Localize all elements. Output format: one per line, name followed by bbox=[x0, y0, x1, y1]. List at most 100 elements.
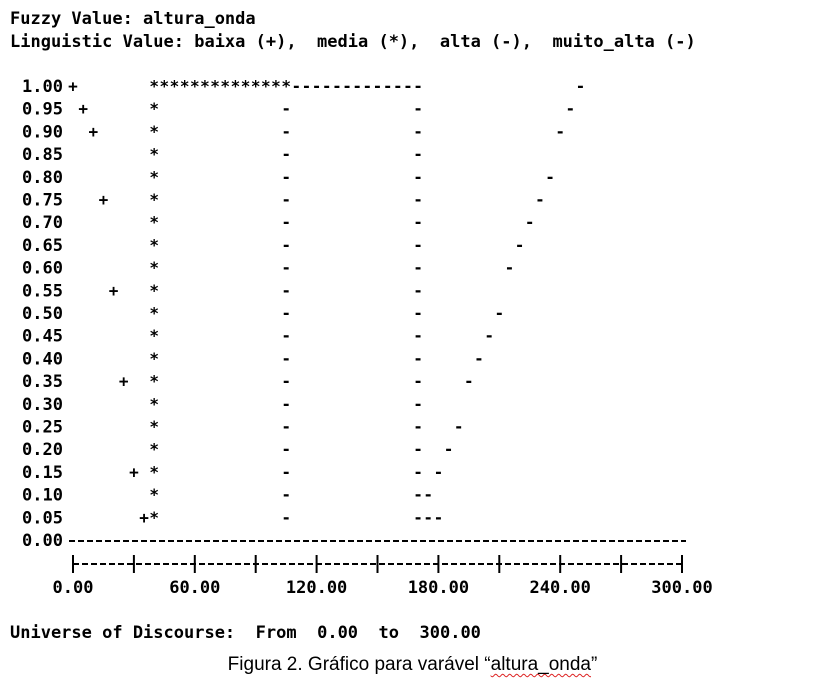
data-point-alta: - bbox=[413, 485, 423, 504]
data-point-alta: - bbox=[281, 372, 291, 391]
x-tick-label: 120.00 bbox=[286, 578, 347, 598]
data-point-alta: - bbox=[393, 77, 403, 96]
universe-from-label: From bbox=[256, 623, 297, 643]
data-point-alta: - bbox=[413, 304, 423, 323]
data-point-baixa: + bbox=[68, 77, 78, 96]
data-point-alta: - bbox=[281, 304, 291, 323]
data-point-media: * bbox=[149, 213, 159, 232]
y-tick-label: 0.10 bbox=[22, 486, 63, 506]
data-point-alta: - bbox=[413, 145, 423, 164]
data-point-baixa: + bbox=[99, 190, 109, 209]
data-point-media: * bbox=[149, 326, 159, 345]
y-tick-label: 0.75 bbox=[22, 191, 63, 211]
data-point-alta: - bbox=[413, 462, 423, 481]
data-point-baixa: + bbox=[139, 508, 149, 527]
y-tick-label: 0.35 bbox=[22, 372, 63, 392]
data-point-media: * bbox=[241, 77, 251, 96]
data-point-media: * bbox=[220, 77, 230, 96]
data-point-media: * bbox=[210, 77, 220, 96]
data-point-alta: - bbox=[413, 167, 423, 186]
data-point-alta: - bbox=[383, 77, 393, 96]
data-point-baixa: + bbox=[78, 99, 88, 118]
data-point-media: * bbox=[149, 190, 159, 209]
data-point-muito-alta: - bbox=[454, 417, 464, 436]
y-tick-label: 0.60 bbox=[22, 259, 63, 279]
universe-to-label: to bbox=[379, 623, 399, 643]
data-point-muito-alta: - bbox=[423, 485, 433, 504]
data-point-alta: - bbox=[403, 77, 413, 96]
data-point-media: * bbox=[149, 440, 159, 459]
data-point-media: * bbox=[149, 304, 159, 323]
data-point-alta: - bbox=[352, 77, 362, 96]
data-point-alta: - bbox=[413, 77, 423, 96]
data-point-alta: - bbox=[373, 77, 383, 96]
y-tick-label: 0.95 bbox=[22, 100, 63, 120]
data-point-baixa: + bbox=[119, 372, 129, 391]
data-point-muito-alta: - bbox=[434, 508, 444, 527]
data-point-alta: - bbox=[281, 190, 291, 209]
data-point-alta: - bbox=[281, 122, 291, 141]
data-point-muito-alta: - bbox=[566, 99, 576, 118]
y-tick-label: 0.25 bbox=[22, 418, 63, 438]
data-point-alta: - bbox=[281, 349, 291, 368]
data-point-alta: - bbox=[413, 99, 423, 118]
y-tick-label: 0.70 bbox=[22, 213, 63, 233]
data-point-media: * bbox=[231, 77, 241, 96]
data-point-alta: - bbox=[413, 122, 423, 141]
caption-suffix: ” bbox=[591, 654, 597, 675]
data-point-media: * bbox=[149, 462, 159, 481]
figure-caption: Figura 2. Gráfico para varável “altura_o… bbox=[0, 654, 825, 676]
data-point-muito-alta: - bbox=[494, 304, 504, 323]
data-point-muito-alta: - bbox=[505, 258, 515, 277]
x-tick-label: 240.00 bbox=[529, 578, 590, 598]
data-point-baixa: + bbox=[129, 462, 139, 481]
universe-from-value: 0.00 bbox=[317, 623, 358, 643]
data-point-media: * bbox=[149, 77, 159, 96]
data-point-baixa: + bbox=[88, 122, 98, 141]
data-point-alta: - bbox=[281, 462, 291, 481]
caption-prefix: Figura 2. Gráfico para varável “ bbox=[228, 654, 491, 675]
data-point-media: * bbox=[149, 485, 159, 504]
y-tick-label: 0.55 bbox=[22, 281, 63, 301]
data-point-alta: - bbox=[413, 349, 423, 368]
data-point-alta: - bbox=[281, 213, 291, 232]
data-point-muito-alta: - bbox=[464, 372, 474, 391]
y-tick-label: 0.80 bbox=[22, 168, 63, 188]
data-point-alta: - bbox=[281, 440, 291, 459]
universe-to-value: 300.00 bbox=[420, 623, 481, 643]
x-tick-label: 60.00 bbox=[169, 578, 220, 598]
y-tick-label: 0.50 bbox=[22, 304, 63, 324]
data-point-media: * bbox=[271, 77, 281, 96]
data-point-alta: - bbox=[281, 485, 291, 504]
universe-label: Universe of Discourse: bbox=[10, 623, 235, 643]
data-point-alta: - bbox=[413, 281, 423, 300]
data-point-muito-alta: - bbox=[525, 213, 535, 232]
data-point-alta: - bbox=[281, 326, 291, 345]
data-point-muito-alta: - bbox=[515, 235, 525, 254]
data-point-media: * bbox=[149, 235, 159, 254]
y-tick-label: 0.15 bbox=[22, 463, 63, 483]
data-point-media: * bbox=[149, 145, 159, 164]
data-point-alta: - bbox=[413, 508, 423, 527]
data-point-media: * bbox=[200, 77, 210, 96]
data-point-alta: - bbox=[291, 77, 301, 96]
y-tick-label: 0.05 bbox=[22, 508, 63, 528]
data-point-media: * bbox=[149, 394, 159, 413]
data-point-alta: - bbox=[281, 258, 291, 277]
data-point-media: * bbox=[149, 372, 159, 391]
data-point-muito-alta: - bbox=[484, 326, 494, 345]
data-point-alta: - bbox=[281, 417, 291, 436]
y-tick-label: 0.45 bbox=[22, 327, 63, 347]
data-point-muito-alta: - bbox=[474, 349, 484, 368]
y-tick-label: 1.00 bbox=[22, 77, 63, 97]
data-point-alta: - bbox=[332, 77, 342, 96]
data-point-media: * bbox=[261, 77, 271, 96]
data-point-muito-alta: - bbox=[545, 167, 555, 186]
data-point-alta: - bbox=[281, 235, 291, 254]
data-point-media: * bbox=[190, 77, 200, 96]
data-point-alta: - bbox=[413, 235, 423, 254]
data-point-media: * bbox=[149, 417, 159, 436]
data-point-media: * bbox=[149, 122, 159, 141]
y-tick-label: 0.30 bbox=[22, 395, 63, 415]
